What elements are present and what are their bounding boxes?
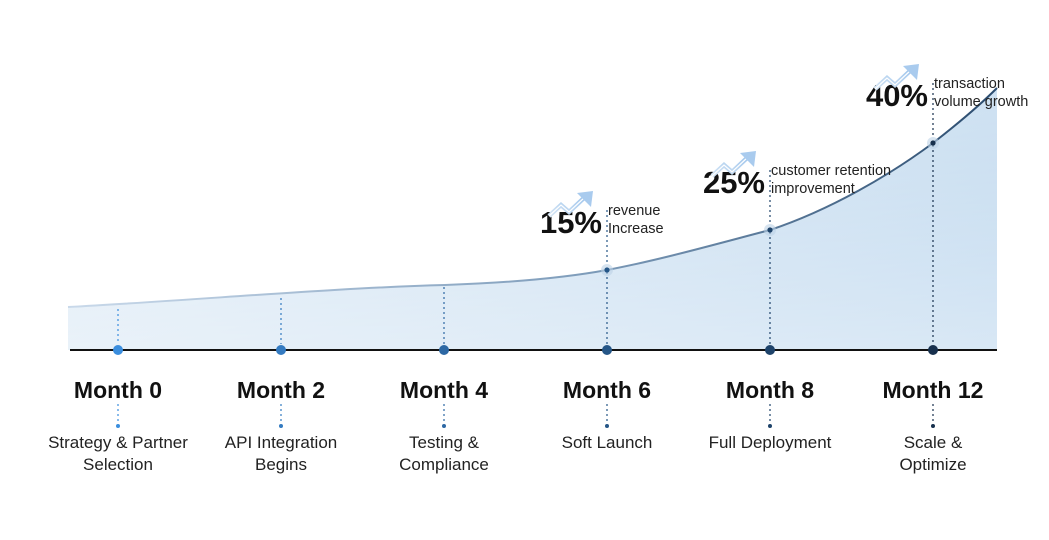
callout-description: improvement (771, 181, 855, 197)
guide-end-dot (116, 424, 120, 428)
growth-area-fade (68, 88, 997, 350)
month-label: Month 8 (726, 377, 814, 403)
phase-label: Selection (83, 455, 153, 474)
milestone-marker (439, 345, 449, 355)
callout-description: transaction (934, 76, 1005, 92)
milestone-marker (765, 345, 775, 355)
guide-end-dot (931, 424, 935, 428)
curve-point (930, 140, 936, 146)
phase-label: Testing & (409, 433, 480, 452)
phase-label: Scale & (904, 433, 963, 452)
month-label: Month 4 (400, 377, 488, 403)
phase-label: Full Deployment (709, 433, 832, 452)
milestone-marker (602, 345, 612, 355)
callout-description: customer retention (771, 163, 891, 179)
guide-end-dot (279, 424, 283, 428)
phase-label: Compliance (399, 455, 489, 474)
milestone-marker (928, 345, 938, 355)
milestone-marker (276, 345, 286, 355)
month-label: Month 12 (883, 377, 984, 403)
callout-description: volume growth (934, 94, 1028, 110)
callout-description: revenue (608, 203, 660, 219)
phase-label: Soft Launch (562, 433, 653, 452)
phase-label: Optimize (899, 455, 966, 474)
trend-up-icon (873, 64, 919, 91)
milestone-marker (113, 345, 123, 355)
curve-point (604, 267, 610, 273)
phase-label: API Integration (225, 433, 337, 452)
phase-label: Begins (255, 455, 307, 474)
trend-up-icon (547, 191, 593, 218)
guide-end-dot (768, 424, 772, 428)
month-label: Month 0 (74, 377, 162, 403)
callout-description: Increase (608, 221, 664, 237)
phase-label: Strategy & Partner (48, 433, 188, 452)
guide-end-dot (442, 424, 446, 428)
guide-lines (116, 145, 935, 428)
month-label: Month 2 (237, 377, 325, 403)
milestones: Month 0 Strategy & Partner Selection Month … (48, 345, 983, 474)
guide-end-dot (605, 424, 609, 428)
curve-point (767, 227, 773, 233)
trend-up-icon (710, 151, 756, 178)
month-label: Month 6 (563, 377, 651, 403)
